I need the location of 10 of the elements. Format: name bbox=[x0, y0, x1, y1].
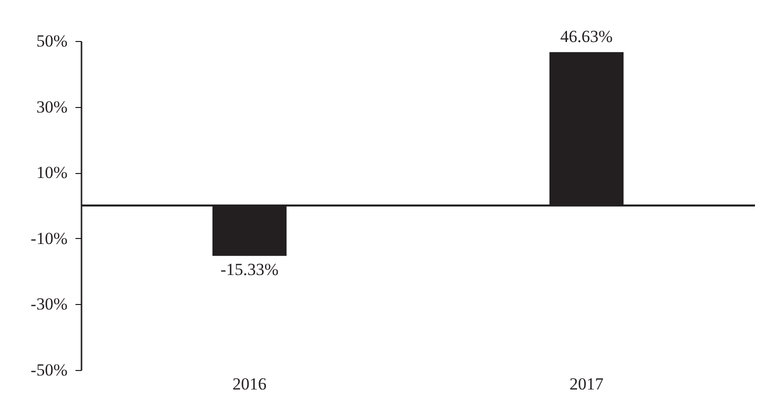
data-label: 46.63% bbox=[560, 27, 613, 46]
x-tick-label: 2016 bbox=[232, 374, 266, 394]
x-tick-label: 2017 bbox=[570, 374, 604, 394]
y-tick-label: -30% bbox=[30, 294, 68, 314]
data-label: -15.33% bbox=[220, 260, 279, 279]
y-tick-label: -10% bbox=[30, 228, 68, 248]
y-tick-label: 30% bbox=[36, 97, 68, 116]
y-tick-label: 50% bbox=[36, 32, 68, 50]
y-tick-label: 10% bbox=[36, 163, 68, 182]
y-tick-label: -50% bbox=[30, 360, 68, 380]
